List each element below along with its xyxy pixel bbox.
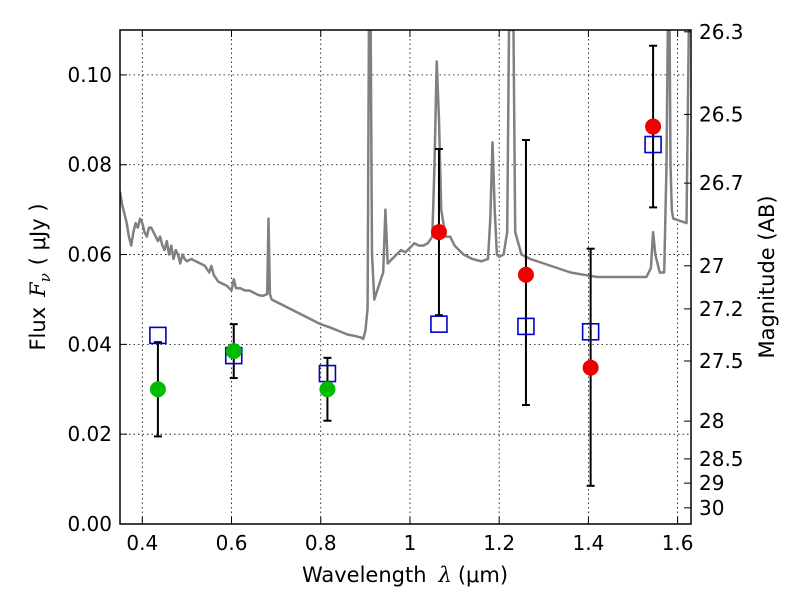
- model-photometry-point: [581, 322, 600, 341]
- x-tick-label: 1.2: [483, 531, 515, 555]
- model-photometry-point: [644, 135, 662, 154]
- x-tick-label: 1: [404, 531, 417, 555]
- magnitude-tick-label: 26.5: [699, 102, 744, 126]
- magnitude-tick-label: 27.2: [699, 297, 744, 321]
- detection-point: [645, 118, 662, 135]
- model-photometry-series: [149, 135, 662, 383]
- y-tick-label: 0.02: [67, 422, 112, 446]
- y-axis-label: FluxFν( μJy ): [26, 203, 54, 350]
- y-tick-label: 0.00: [67, 512, 112, 536]
- magnitude-tick-label: 28: [699, 409, 724, 433]
- x-tick-label: 0.8: [305, 531, 337, 555]
- detection-point: [319, 381, 336, 398]
- sed-model-line: [120, 30, 691, 341]
- model-photometry-point: [517, 317, 535, 336]
- x-axis-label: Wavelength λ (μm): [302, 563, 508, 587]
- x-tick-label: 1.4: [572, 531, 604, 555]
- detection-point: [225, 343, 242, 360]
- detection-point: [582, 359, 599, 376]
- x-tick-label: 0.4: [126, 531, 158, 555]
- magnitude-tick-label: 30: [699, 496, 724, 520]
- x-tick-label: 1.6: [662, 531, 694, 555]
- magnitude-tick-label: 29: [699, 471, 724, 495]
- magnitude-tick-label: 26.7: [699, 171, 744, 195]
- magnitude-tick-label: 26.3: [699, 20, 744, 44]
- detection-series: [149, 118, 662, 398]
- detection-point: [517, 266, 534, 283]
- model-photometry-point: [149, 326, 167, 345]
- detection-point: [430, 224, 447, 241]
- magnitude-tick-label: 27.5: [699, 349, 744, 373]
- error-bars: [153, 44, 658, 487]
- y-tick-label: 0.10: [67, 63, 112, 87]
- model-photometry-point: [430, 315, 448, 333]
- magnitude-axis-label: Magnitude (AB): [755, 195, 779, 358]
- axis-ticks: 0.4 0.6 0.8 1 1.2 1.4 1.6 0.00 0.02 0.04 0.06 0.08 0…: [67, 20, 743, 555]
- x-tick-label: 0.6: [216, 531, 248, 555]
- y-tick-label: 0.04: [67, 332, 112, 356]
- plot-data-area: [120, 30, 691, 341]
- y-tick-label: 0.06: [67, 243, 112, 267]
- plot-frame: [119, 29, 692, 525]
- detection-point: [149, 381, 166, 398]
- y-tick-label: 0.08: [67, 153, 112, 177]
- sed-model-series: [120, 30, 691, 341]
- magnitude-tick-label: 27: [699, 254, 724, 278]
- magnitude-tick-label: 28.5: [699, 447, 744, 471]
